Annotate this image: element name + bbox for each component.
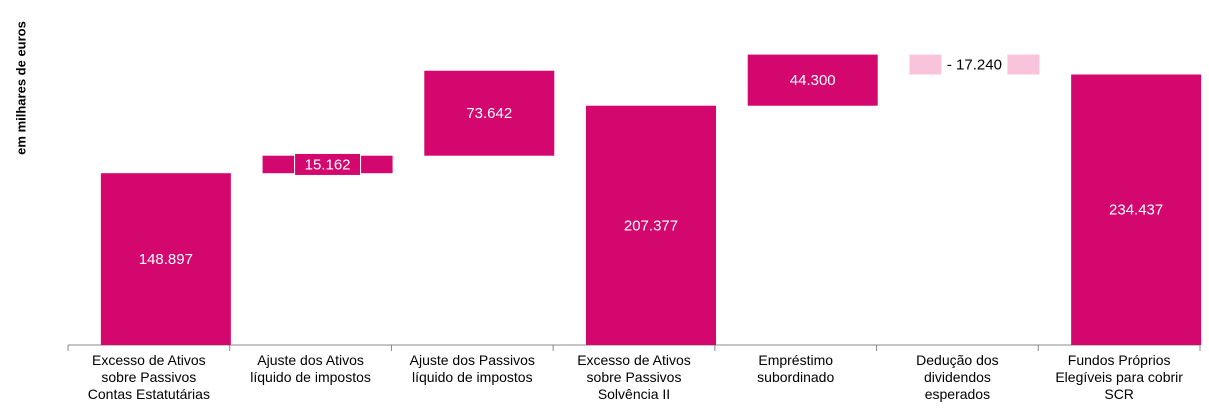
label-box <box>941 54 1008 75</box>
x-tick-label: Dedução dos dividendos esperados <box>916 352 999 402</box>
bar <box>100 173 231 345</box>
value-label: 15.162 <box>305 156 351 173</box>
value-label: 73.642 <box>466 105 512 122</box>
x-tick-label: Ajuste dos Ativos líquido de impostos <box>250 352 371 385</box>
bar <box>586 105 716 346</box>
value-label: 207.377 <box>624 217 678 234</box>
value-label: - 17.240 <box>947 57 1002 74</box>
bar <box>747 54 878 106</box>
bar <box>424 70 555 156</box>
bar <box>1071 74 1202 346</box>
value-label: 44.300 <box>790 72 836 89</box>
x-tick-label: Excesso de Ativos sobre Passivos Solvência… <box>577 352 691 402</box>
value-label: 234.437 <box>1109 202 1163 219</box>
value-label: 148.897 <box>139 251 193 268</box>
x-tick-label: Empréstimo subordinado <box>757 352 834 385</box>
x-tick-label: Fundos Próprios Elegíveis para cobrir SCR <box>1055 352 1183 402</box>
x-tick-label: Ajuste dos Passivos líquido de impostos <box>410 352 535 385</box>
x-tick-label: Excesso de Ativos sobre Passivos Contas Es… <box>88 352 210 402</box>
label-box <box>294 152 362 176</box>
y-axis-label: em milhares de euros <box>13 21 28 155</box>
